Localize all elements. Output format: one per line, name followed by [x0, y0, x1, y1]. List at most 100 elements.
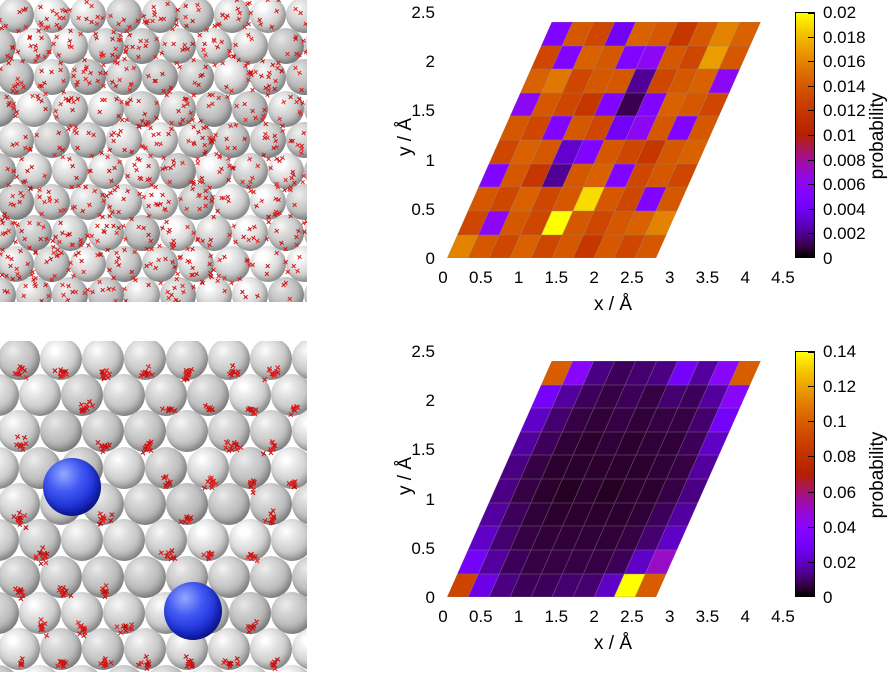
- atom-sphere: [60, 664, 103, 672]
- atom-sphere: [0, 483, 40, 525]
- atom-sphere: [291, 410, 307, 453]
- colorbar-tick-mark: [808, 85, 814, 87]
- atom-sphere: [0, 215, 17, 252]
- colorbar-tick-mark: [808, 256, 814, 258]
- atom-sphere: [34, 0, 71, 34]
- atom-sphere: [214, 184, 251, 220]
- atom-sphere: [270, 519, 307, 562]
- probability-heatmap-bottom: y / Å x / Å probability 0 0.5 1 1.5 2 2.5 3 3.5…: [386, 339, 893, 678]
- atom-sphere: [0, 555, 40, 598]
- atom-sphere: [0, 664, 19, 672]
- y-tick-label: 0: [425, 588, 435, 607]
- atom-sphere: [270, 446, 307, 489]
- x-tick-label: 2.5: [620, 268, 644, 287]
- atom-sphere: [88, 277, 125, 302]
- colorbar-label: probability: [867, 92, 888, 180]
- x-tick-label: 2: [589, 268, 599, 287]
- plot-area: [443, 12, 783, 258]
- colorbar-tick-mark: [808, 386, 814, 388]
- atom-sphere: [106, 246, 143, 283]
- atom-sphere: [123, 628, 166, 671]
- atom-sphere: [214, 121, 251, 158]
- y-tick-label: 0.5: [411, 199, 435, 219]
- colorbar-tick-label: 0.08: [823, 447, 857, 467]
- atom-sphere: [291, 555, 307, 598]
- atom-sphere: [70, 0, 107, 34]
- atom-sphere: [124, 90, 161, 127]
- colorbar-tick-mark: [808, 159, 814, 161]
- atom-sphere: [106, 59, 143, 96]
- atom-sphere: [60, 374, 103, 416]
- atom-sphere: [291, 341, 307, 380]
- atom-sphere: [34, 59, 71, 96]
- atom-sphere: [0, 277, 17, 302]
- atom-sphere: [0, 519, 19, 562]
- y-tick-label: 2: [425, 391, 435, 411]
- colorbar-tick-mark: [808, 12, 814, 14]
- atom-sphere: [232, 215, 269, 252]
- atom-sphere: [249, 483, 292, 525]
- atom-sphere: [165, 410, 208, 453]
- atom-sphere: [142, 121, 179, 158]
- atom-sphere: [160, 90, 197, 127]
- colorbar-tick-label: 0.1: [823, 412, 847, 432]
- atom-sphere: [228, 591, 271, 634]
- y-tick-label: 2.5: [411, 3, 435, 22]
- atom-sphere: [304, 28, 307, 65]
- atom-sphere: [81, 341, 124, 380]
- y-tick-label: 2: [425, 52, 435, 72]
- atom-sphere: [0, 628, 40, 671]
- atom-sphere: [60, 591, 103, 634]
- atom-sphere: [232, 28, 269, 65]
- y-tick-label: 1.5: [411, 101, 435, 121]
- atom-sphere: [196, 90, 233, 127]
- x-tick-label: 3: [664, 268, 675, 287]
- colorbar-tick-label: 0.02: [823, 3, 857, 22]
- atom-sphere: [178, 121, 215, 158]
- atom-sphere: [81, 628, 124, 671]
- colorbar-label: probability: [867, 431, 888, 519]
- colorbar-tick-mark: [808, 491, 814, 493]
- atom-sphere: [124, 277, 161, 302]
- x-tick-label: 0: [438, 268, 448, 287]
- atom-sphere: [268, 152, 305, 189]
- atom-sphere: [214, 0, 251, 34]
- atom-sphere: [52, 28, 89, 65]
- atom-sphere: [16, 277, 53, 302]
- colorbar-tick-mark: [808, 233, 814, 235]
- colorbar-tick-label: 0.018: [823, 27, 866, 47]
- atom-sphere: [18, 591, 61, 634]
- colorbar-tick-label: 0.016: [823, 52, 866, 72]
- atom-sphere: [39, 555, 82, 598]
- atom-sphere: [16, 28, 53, 65]
- atom-sphere: [286, 59, 307, 96]
- atom-sphere: [160, 277, 197, 302]
- colorbar-tick-label: 0.014: [823, 76, 866, 96]
- atom-sphere: [0, 0, 35, 34]
- atom-sphere: [232, 152, 269, 189]
- atom-sphere: [207, 341, 250, 380]
- dopant-atom-sphere-blue: [43, 458, 101, 516]
- atom-sphere: [186, 519, 229, 562]
- atom-sphere: [142, 0, 179, 34]
- atom-sphere: [81, 410, 124, 453]
- atom-sphere: [0, 410, 40, 453]
- atom-sphere: [123, 555, 166, 598]
- atom-sphere: [52, 152, 89, 189]
- atom-sphere: [250, 246, 287, 283]
- atom-sphere: [249, 628, 292, 671]
- atom-sphere: [34, 184, 71, 220]
- atom-sphere: [165, 483, 208, 525]
- atom-sphere: [88, 152, 125, 189]
- atom-sphere: [207, 410, 250, 453]
- atom-sphere: [0, 341, 40, 380]
- colorbar-tick-label: 0.004: [823, 199, 866, 219]
- atom-sphere: [0, 28, 17, 65]
- atom-sphere: [304, 215, 307, 252]
- y-tick-label: 0: [425, 249, 435, 268]
- plot-area: [443, 351, 783, 597]
- atom-sphere: [196, 28, 233, 65]
- atom-sphere: [304, 277, 307, 302]
- colorbar-tick-label: 0.01: [823, 126, 857, 145]
- atom-sphere: [286, 184, 307, 220]
